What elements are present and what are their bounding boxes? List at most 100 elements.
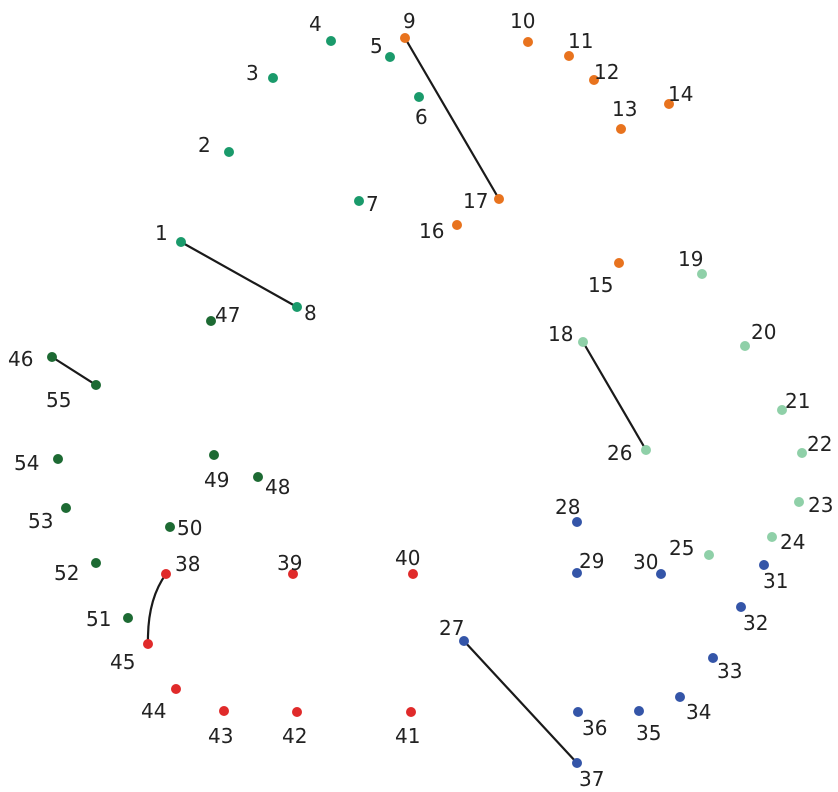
dot-34[interactable] — [675, 692, 685, 702]
dot-17[interactable] — [494, 194, 504, 204]
dot-42[interactable] — [292, 707, 302, 717]
dot-label-29: 29 — [579, 549, 604, 573]
dot-45[interactable] — [143, 639, 153, 649]
dot-18[interactable] — [578, 337, 588, 347]
dot-19[interactable] — [697, 269, 707, 279]
dot-26[interactable] — [641, 445, 651, 455]
dot-label-8: 8 — [304, 301, 317, 325]
dot-41[interactable] — [406, 707, 416, 717]
dot-46[interactable] — [47, 352, 57, 362]
dot-50[interactable] — [165, 522, 175, 532]
dot-21[interactable] — [777, 405, 787, 415]
dot-label-11: 11 — [568, 29, 593, 53]
dot-label-16: 16 — [419, 219, 444, 243]
dot-20[interactable] — [740, 341, 750, 351]
dot-label-30: 30 — [633, 550, 658, 574]
dot-label-4: 4 — [309, 12, 322, 36]
dot-label-53: 53 — [28, 509, 53, 533]
dot-label-21: 21 — [785, 389, 810, 413]
connection-lines — [50, 36, 648, 765]
dot-47[interactable] — [206, 316, 216, 326]
dot-label-48: 48 — [265, 475, 290, 499]
dot-16[interactable] — [452, 220, 462, 230]
dot-52[interactable] — [91, 558, 101, 568]
connection-line-9-17 — [403, 36, 501, 201]
dot-38[interactable] — [161, 569, 171, 579]
dot-25[interactable] — [704, 550, 714, 560]
dot-label-37: 37 — [579, 767, 604, 791]
dot-label-20: 20 — [751, 320, 776, 344]
dot-13[interactable] — [616, 124, 626, 134]
dot-27[interactable] — [459, 636, 469, 646]
dot-35[interactable] — [634, 706, 644, 716]
dot-4[interactable] — [326, 36, 336, 46]
dot-6[interactable] — [414, 92, 424, 102]
dot-37[interactable] — [572, 758, 582, 768]
dot-label-19: 19 — [678, 247, 703, 271]
dot-8[interactable] — [292, 302, 302, 312]
dot-label-47: 47 — [215, 303, 240, 327]
dot-label-18: 18 — [548, 322, 573, 346]
dot-40[interactable] — [408, 569, 418, 579]
dot-43[interactable] — [219, 706, 229, 716]
dot-label-41: 41 — [395, 724, 420, 748]
dot-39[interactable] — [288, 569, 298, 579]
dot-12[interactable] — [589, 75, 599, 85]
dot-label-40: 40 — [395, 546, 420, 570]
dot-31[interactable] — [759, 560, 769, 570]
dot-markers — [47, 33, 807, 768]
dot-label-24: 24 — [780, 530, 805, 554]
dot-3[interactable] — [268, 73, 278, 83]
dot-label-55: 55 — [46, 388, 71, 412]
dot-label-33: 33 — [717, 659, 742, 683]
dot-label-7: 7 — [366, 192, 379, 216]
dot-14[interactable] — [664, 99, 674, 109]
dot-28[interactable] — [572, 517, 582, 527]
dot-53[interactable] — [61, 503, 71, 513]
dot-55[interactable] — [91, 380, 101, 390]
dot-label-23: 23 — [808, 493, 833, 517]
dot-label-1: 1 — [155, 221, 168, 245]
dot-label-2: 2 — [198, 133, 211, 157]
dot-label-5: 5 — [370, 34, 383, 58]
dot-label-51: 51 — [86, 607, 111, 631]
dot-label-26: 26 — [607, 441, 632, 465]
dot-2[interactable] — [224, 147, 234, 157]
dot-9[interactable] — [400, 33, 410, 43]
connection-line-18-26 — [581, 340, 648, 452]
dot-label-27: 27 — [439, 616, 464, 640]
dot-label-28: 28 — [555, 495, 580, 519]
dot-label-3: 3 — [246, 61, 259, 85]
dot-label-13: 13 — [612, 97, 637, 121]
dot-44[interactable] — [171, 684, 181, 694]
dot-23[interactable] — [794, 497, 804, 507]
dot-11[interactable] — [564, 51, 574, 61]
dot-label-50: 50 — [177, 516, 202, 540]
dot-22[interactable] — [797, 448, 807, 458]
dot-49[interactable] — [209, 450, 219, 460]
dot-36[interactable] — [573, 707, 583, 717]
dot-33[interactable] — [708, 653, 718, 663]
dot-1[interactable] — [176, 237, 186, 247]
dot-7[interactable] — [354, 196, 364, 206]
dot-label-12: 12 — [594, 60, 619, 84]
dot-24[interactable] — [767, 532, 777, 542]
dot-label-15: 15 — [588, 273, 613, 297]
dot-15[interactable] — [614, 258, 624, 268]
dot-30[interactable] — [656, 569, 666, 579]
dot-label-52: 52 — [54, 561, 79, 585]
dot-5[interactable] — [385, 52, 395, 62]
dot-54[interactable] — [53, 454, 63, 464]
dot-label-9: 9 — [403, 9, 416, 33]
dot-51[interactable] — [123, 613, 133, 623]
dot-48[interactable] — [253, 472, 263, 482]
dot-29[interactable] — [572, 568, 582, 578]
dot-label-32: 32 — [743, 611, 768, 635]
dot-label-31: 31 — [763, 569, 788, 593]
dot-label-22: 22 — [807, 432, 832, 456]
dot-10[interactable] — [523, 37, 533, 47]
dot-32[interactable] — [736, 602, 746, 612]
dot-label-35: 35 — [636, 721, 661, 745]
